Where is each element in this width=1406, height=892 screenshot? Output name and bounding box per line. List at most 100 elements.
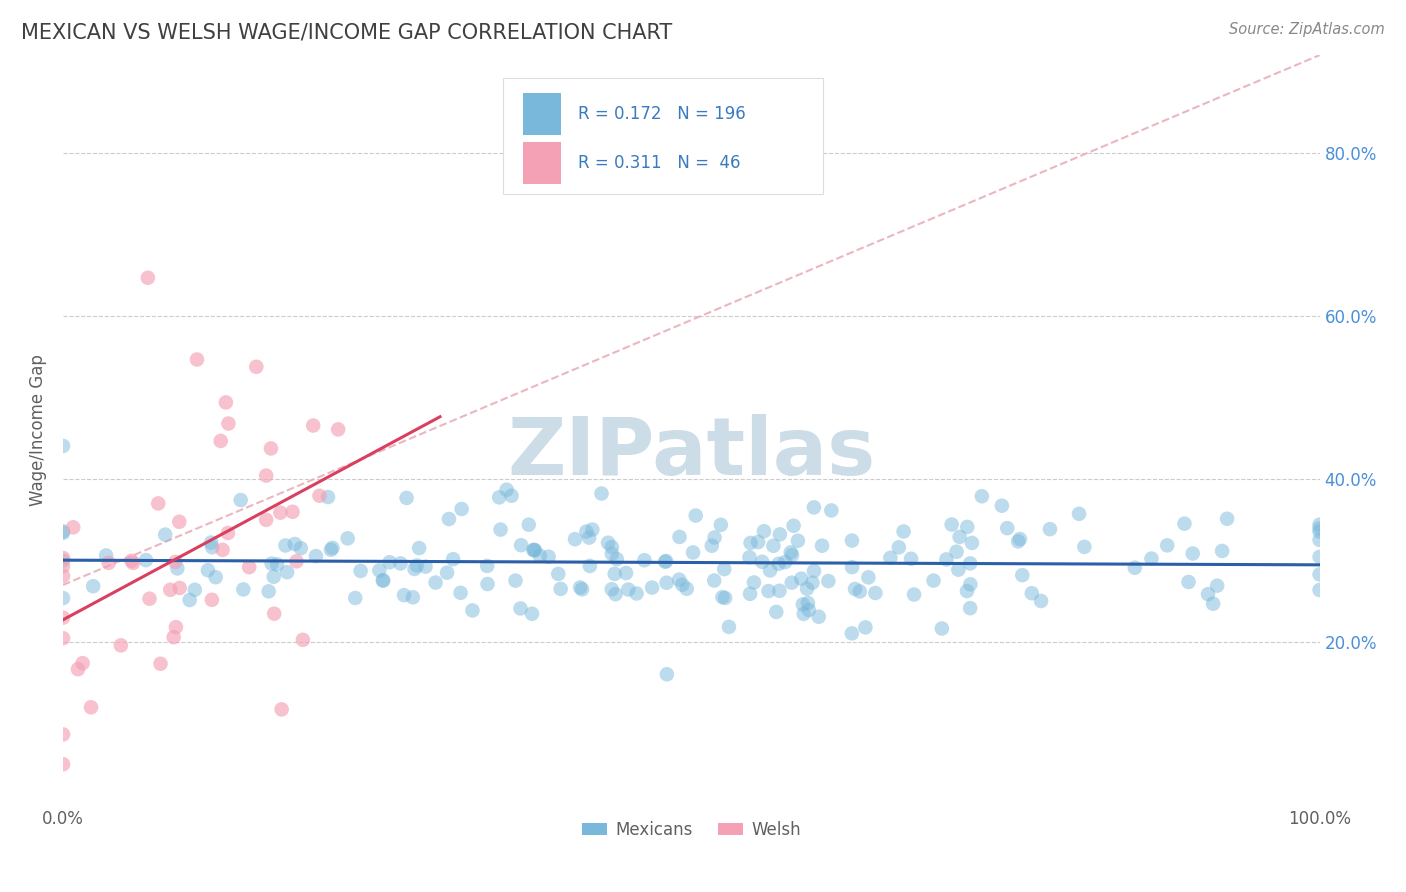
- Welsh: [72, 656, 94, 670]
- Mexicans: [415, 559, 437, 574]
- Mexicans: [797, 603, 820, 617]
- Mexicans: [523, 543, 546, 558]
- Welsh: [217, 526, 239, 541]
- Mexicans: [780, 575, 803, 590]
- Mexicans: [392, 588, 415, 602]
- Mexicans: [1309, 567, 1331, 582]
- Welsh: [80, 700, 103, 714]
- Mexicans: [1008, 532, 1031, 546]
- Mexicans: [290, 541, 312, 556]
- Mexicans: [887, 541, 910, 555]
- FancyBboxPatch shape: [523, 93, 561, 136]
- Mexicans: [758, 584, 780, 599]
- Mexicans: [371, 574, 394, 588]
- Mexicans: [1309, 521, 1331, 535]
- Mexicans: [477, 577, 499, 591]
- Mexicans: [606, 552, 628, 566]
- Welsh: [52, 610, 75, 624]
- Welsh: [269, 506, 291, 520]
- Welsh: [122, 556, 145, 570]
- Mexicans: [537, 549, 560, 564]
- Welsh: [328, 422, 350, 436]
- Mexicans: [1309, 549, 1331, 564]
- Mexicans: [817, 574, 839, 588]
- Mexicans: [796, 582, 818, 596]
- Mexicans: [1197, 587, 1219, 601]
- Mexicans: [425, 575, 447, 590]
- Mexicans: [769, 527, 792, 541]
- Welsh: [263, 607, 285, 621]
- Mexicans: [959, 577, 981, 591]
- Mexicans: [841, 533, 863, 548]
- Mexicans: [655, 554, 678, 568]
- Mexicans: [773, 555, 796, 569]
- Mexicans: [1202, 597, 1225, 611]
- Mexicans: [368, 563, 391, 577]
- Mexicans: [614, 566, 637, 580]
- Mexicans: [52, 554, 75, 568]
- Welsh: [217, 417, 239, 431]
- Mexicans: [564, 532, 586, 546]
- Mexicans: [1140, 551, 1163, 566]
- Mexicans: [841, 626, 863, 640]
- Welsh: [62, 520, 84, 534]
- Mexicans: [404, 562, 426, 576]
- Welsh: [52, 632, 75, 646]
- Mexicans: [569, 581, 592, 595]
- Mexicans: [579, 559, 602, 574]
- Mexicans: [52, 524, 75, 539]
- Legend: Mexicans, Welsh: Mexicans, Welsh: [575, 814, 807, 846]
- Mexicans: [655, 575, 678, 590]
- Mexicans: [605, 587, 627, 601]
- Mexicans: [274, 539, 297, 553]
- Mexicans: [995, 521, 1018, 535]
- Welsh: [209, 434, 232, 448]
- Mexicans: [284, 537, 307, 551]
- Mexicans: [1067, 507, 1090, 521]
- Mexicans: [655, 667, 678, 681]
- Welsh: [215, 395, 238, 409]
- Mexicans: [762, 539, 785, 553]
- Mexicans: [790, 572, 813, 586]
- Mexicans: [257, 584, 280, 599]
- Mexicans: [879, 550, 901, 565]
- Mexicans: [751, 555, 773, 569]
- Mexicans: [263, 570, 285, 584]
- Mexicans: [865, 586, 887, 600]
- Mexicans: [703, 531, 725, 545]
- Mexicans: [714, 591, 737, 605]
- Mexicans: [1216, 512, 1239, 526]
- Mexicans: [713, 562, 735, 576]
- Mexicans: [960, 536, 983, 550]
- Welsh: [52, 727, 75, 741]
- Mexicans: [858, 570, 880, 584]
- Mexicans: [849, 584, 872, 599]
- Welsh: [52, 569, 75, 583]
- Mexicans: [711, 590, 734, 604]
- Mexicans: [501, 489, 523, 503]
- Mexicans: [959, 557, 981, 571]
- Mexicans: [970, 489, 993, 503]
- Mexicans: [740, 536, 762, 550]
- Mexicans: [200, 535, 222, 549]
- Mexicans: [349, 564, 371, 578]
- Mexicans: [900, 551, 922, 566]
- Mexicans: [797, 596, 820, 610]
- Mexicans: [742, 575, 765, 590]
- Mexicans: [617, 582, 640, 597]
- Mexicans: [935, 552, 957, 566]
- Welsh: [159, 582, 181, 597]
- Mexicans: [509, 601, 531, 615]
- Welsh: [291, 632, 314, 647]
- Mexicans: [803, 500, 825, 515]
- Welsh: [165, 555, 187, 569]
- Mexicans: [945, 545, 967, 559]
- Mexicans: [571, 582, 593, 597]
- Mexicans: [956, 584, 979, 599]
- Mexicans: [184, 582, 207, 597]
- Welsh: [121, 554, 143, 568]
- Text: Source: ZipAtlas.com: Source: ZipAtlas.com: [1229, 22, 1385, 37]
- Welsh: [308, 489, 330, 503]
- Mexicans: [201, 541, 224, 555]
- Welsh: [186, 352, 208, 367]
